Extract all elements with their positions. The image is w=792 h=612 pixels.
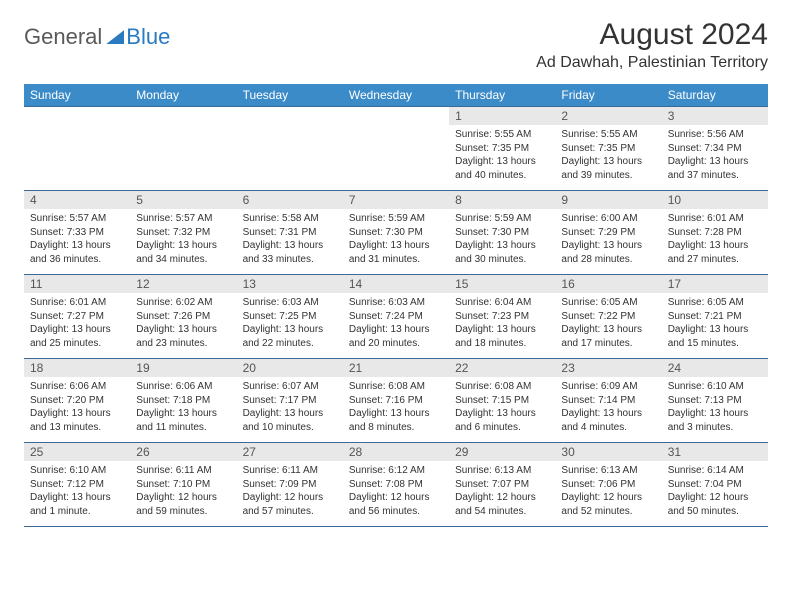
day-header-row: SundayMondayTuesdayWednesdayThursdayFrid… [24, 84, 768, 107]
day-detail: Sunrise: 6:10 AMSunset: 7:13 PMDaylight:… [662, 377, 768, 443]
day-detail: Sunrise: 6:11 AMSunset: 7:10 PMDaylight:… [130, 461, 236, 527]
day-number: 10 [662, 191, 768, 210]
day-number: 13 [237, 275, 343, 294]
day-number: 23 [555, 359, 661, 378]
day-number: 25 [24, 443, 130, 462]
location: Ad Dawhah, Palestinian Territory [536, 54, 768, 72]
day-detail: Sunrise: 6:01 AMSunset: 7:28 PMDaylight:… [662, 209, 768, 275]
day-number: 27 [237, 443, 343, 462]
day-detail: Sunrise: 6:10 AMSunset: 7:12 PMDaylight:… [24, 461, 130, 527]
day-detail: Sunrise: 5:58 AMSunset: 7:31 PMDaylight:… [237, 209, 343, 275]
day-number: 30 [555, 443, 661, 462]
day-number: 11 [24, 275, 130, 294]
day-header: Friday [555, 84, 661, 107]
logo-triangle-icon [106, 30, 124, 44]
calendar-table: SundayMondayTuesdayWednesdayThursdayFrid… [24, 84, 768, 527]
day-number: 9 [555, 191, 661, 210]
day-header: Thursday [449, 84, 555, 107]
day-number: 18 [24, 359, 130, 378]
day-number: 20 [237, 359, 343, 378]
day-header: Sunday [24, 84, 130, 107]
day-detail: Sunrise: 6:09 AMSunset: 7:14 PMDaylight:… [555, 377, 661, 443]
day-number: 19 [130, 359, 236, 378]
day-header: Saturday [662, 84, 768, 107]
day-number: 3 [662, 107, 768, 126]
day-number: 24 [662, 359, 768, 378]
day-number [343, 107, 449, 126]
day-number [237, 107, 343, 126]
day-detail: Sunrise: 5:59 AMSunset: 7:30 PMDaylight:… [449, 209, 555, 275]
day-detail: Sunrise: 6:04 AMSunset: 7:23 PMDaylight:… [449, 293, 555, 359]
day-detail: Sunrise: 6:05 AMSunset: 7:22 PMDaylight:… [555, 293, 661, 359]
day-detail: Sunrise: 6:01 AMSunset: 7:27 PMDaylight:… [24, 293, 130, 359]
day-number: 12 [130, 275, 236, 294]
day-detail: Sunrise: 5:56 AMSunset: 7:34 PMDaylight:… [662, 125, 768, 191]
day-number: 31 [662, 443, 768, 462]
day-number: 28 [343, 443, 449, 462]
day-detail: Sunrise: 6:13 AMSunset: 7:07 PMDaylight:… [449, 461, 555, 527]
day-header: Tuesday [237, 84, 343, 107]
logo-text-blue: Blue [126, 24, 170, 50]
day-detail: Sunrise: 6:05 AMSunset: 7:21 PMDaylight:… [662, 293, 768, 359]
day-number: 1 [449, 107, 555, 126]
day-number: 14 [343, 275, 449, 294]
day-number: 5 [130, 191, 236, 210]
day-detail: Sunrise: 5:59 AMSunset: 7:30 PMDaylight:… [343, 209, 449, 275]
detail-row: Sunrise: 6:01 AMSunset: 7:27 PMDaylight:… [24, 293, 768, 359]
day-number: 4 [24, 191, 130, 210]
day-number: 8 [449, 191, 555, 210]
logo: General Blue [24, 18, 170, 50]
day-detail: Sunrise: 6:11 AMSunset: 7:09 PMDaylight:… [237, 461, 343, 527]
day-detail: Sunrise: 6:00 AMSunset: 7:29 PMDaylight:… [555, 209, 661, 275]
day-detail: Sunrise: 6:14 AMSunset: 7:04 PMDaylight:… [662, 461, 768, 527]
day-detail: Sunrise: 6:06 AMSunset: 7:18 PMDaylight:… [130, 377, 236, 443]
month-title: August 2024 [536, 18, 768, 52]
day-number [24, 107, 130, 126]
day-number: 15 [449, 275, 555, 294]
detail-row: Sunrise: 6:10 AMSunset: 7:12 PMDaylight:… [24, 461, 768, 527]
day-detail: Sunrise: 6:03 AMSunset: 7:24 PMDaylight:… [343, 293, 449, 359]
daynum-row: 123 [24, 107, 768, 126]
day-detail: Sunrise: 5:57 AMSunset: 7:32 PMDaylight:… [130, 209, 236, 275]
day-number: 7 [343, 191, 449, 210]
day-header: Wednesday [343, 84, 449, 107]
day-number [130, 107, 236, 126]
day-detail [24, 125, 130, 191]
day-detail: Sunrise: 6:07 AMSunset: 7:17 PMDaylight:… [237, 377, 343, 443]
day-detail: Sunrise: 5:55 AMSunset: 7:35 PMDaylight:… [449, 125, 555, 191]
day-number: 22 [449, 359, 555, 378]
detail-row: Sunrise: 5:55 AMSunset: 7:35 PMDaylight:… [24, 125, 768, 191]
day-number: 16 [555, 275, 661, 294]
day-detail: Sunrise: 6:12 AMSunset: 7:08 PMDaylight:… [343, 461, 449, 527]
day-number: 17 [662, 275, 768, 294]
day-number: 29 [449, 443, 555, 462]
detail-row: Sunrise: 6:06 AMSunset: 7:20 PMDaylight:… [24, 377, 768, 443]
daynum-row: 25262728293031 [24, 443, 768, 462]
day-number: 21 [343, 359, 449, 378]
daynum-row: 45678910 [24, 191, 768, 210]
day-number: 26 [130, 443, 236, 462]
title-block: August 2024 Ad Dawhah, Palestinian Terri… [536, 18, 768, 72]
day-detail [130, 125, 236, 191]
day-detail: Sunrise: 5:57 AMSunset: 7:33 PMDaylight:… [24, 209, 130, 275]
detail-row: Sunrise: 5:57 AMSunset: 7:33 PMDaylight:… [24, 209, 768, 275]
logo-text-general: General [24, 24, 102, 50]
day-detail: Sunrise: 6:08 AMSunset: 7:15 PMDaylight:… [449, 377, 555, 443]
daynum-row: 18192021222324 [24, 359, 768, 378]
day-header: Monday [130, 84, 236, 107]
daynum-row: 11121314151617 [24, 275, 768, 294]
day-detail: Sunrise: 6:13 AMSunset: 7:06 PMDaylight:… [555, 461, 661, 527]
day-detail: Sunrise: 5:55 AMSunset: 7:35 PMDaylight:… [555, 125, 661, 191]
day-detail: Sunrise: 6:03 AMSunset: 7:25 PMDaylight:… [237, 293, 343, 359]
day-detail: Sunrise: 6:06 AMSunset: 7:20 PMDaylight:… [24, 377, 130, 443]
day-detail [237, 125, 343, 191]
day-detail [343, 125, 449, 191]
page-header: General Blue August 2024 Ad Dawhah, Pale… [24, 18, 768, 72]
day-number: 2 [555, 107, 661, 126]
day-detail: Sunrise: 6:02 AMSunset: 7:26 PMDaylight:… [130, 293, 236, 359]
day-detail: Sunrise: 6:08 AMSunset: 7:16 PMDaylight:… [343, 377, 449, 443]
day-number: 6 [237, 191, 343, 210]
